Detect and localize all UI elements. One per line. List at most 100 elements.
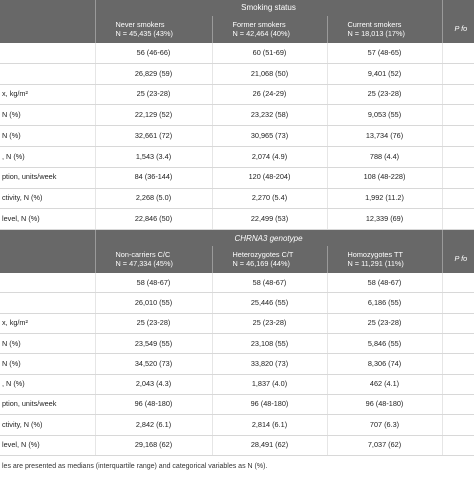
table-cell: 29,168 (62): [95, 435, 213, 456]
p-value-cell: [442, 188, 474, 210]
table-cell: 1,543 (3.4): [95, 146, 213, 168]
table-row: ption, units/week 84 (36-144) 120 (48-204)…: [0, 167, 474, 189]
table-cell: 26 (24-29): [212, 84, 328, 106]
p-value-cell: [442, 353, 474, 375]
table-cell: 96 (48-180): [212, 394, 328, 416]
table-cell: 1,837 (4.0): [212, 374, 328, 395]
table-cell: 2,842 (6.1): [95, 414, 213, 436]
table-cell: 120 (48-204): [212, 167, 328, 189]
table-cell: 462 (4.1): [327, 374, 443, 395]
table-cell: 22,499 (53): [212, 208, 328, 231]
table-cell: 788 (4.4): [327, 146, 443, 168]
p-value-cell: [442, 125, 474, 147]
table-row: N (%) 34,520 (73) 33,820 (73) 8,306 (74): [0, 353, 474, 375]
table-cell: 2,074 (4.9): [212, 146, 328, 168]
row-label: [0, 63, 96, 85]
table-cell: 7,037 (62): [327, 435, 443, 456]
table-cell: 30,965 (73): [212, 125, 328, 147]
table-cell: 58 (48-67): [212, 273, 328, 294]
p-value-cell: [442, 63, 474, 85]
table-cell: 13,734 (76): [327, 125, 443, 147]
table-cell: 707 (6.3): [327, 414, 443, 436]
table-row: level, N (%) 22,846 (50) 22,499 (53) 12,339…: [0, 208, 474, 231]
table-row: ption, units/week 96 (48-180) 96 (48-180) 9…: [0, 394, 474, 416]
table-cell: 57 (48-65): [327, 43, 443, 64]
table-cell: 25,446 (55): [212, 292, 328, 314]
table-cell: 23,108 (55): [212, 333, 328, 355]
row-label: x, kg/m²: [0, 313, 96, 335]
table-cell: 96 (48-180): [95, 394, 213, 416]
table-cell: 34,520 (73): [95, 353, 213, 375]
column-header-p-for: P fo: [442, 246, 474, 274]
table-row: N (%) 22,129 (52) 23,232 (58) 9,053 (55): [0, 104, 474, 127]
table-cell: 25 (23-28): [95, 84, 213, 106]
table-row: , N (%) 2,043 (4.3) 1,837 (4.0) 462 (4.1): [0, 374, 474, 395]
column-header-never-smokers: Never smokers N = 45,435 (43%): [95, 16, 213, 43]
row-label: N (%): [0, 353, 96, 375]
table-row: 56 (46-66) 60 (51-69) 57 (48-65): [0, 43, 474, 64]
p-value-cell: [442, 394, 474, 416]
p-value-cell: [442, 167, 474, 189]
table-cell: 1,992 (11.2): [327, 188, 443, 210]
table-cell: 26,829 (59): [95, 63, 213, 85]
table-cell: 22,846 (50): [95, 208, 213, 231]
table-cell: 8,306 (74): [327, 353, 443, 375]
table-row: 26,829 (59) 21,068 (50) 9,401 (52): [0, 63, 474, 85]
p-value-cell: [442, 292, 474, 314]
table-cell: 23,232 (58): [212, 104, 328, 127]
table-cell: 2,270 (5.4): [212, 188, 328, 210]
table-cell: 60 (51-69): [212, 43, 328, 64]
table-cell: 28,491 (62): [212, 435, 328, 456]
p-value-cell: [442, 374, 474, 395]
p-value-cell: [442, 414, 474, 436]
row-label: level, N (%): [0, 435, 96, 456]
table-row: N (%) 23,549 (55) 23,108 (55) 5,846 (55): [0, 333, 474, 355]
p-value-cell: [442, 313, 474, 335]
column-header-heterozygotes: Heterozygotes C/T N = 46,169 (44%): [212, 246, 328, 274]
table-row: x, kg/m² 25 (23-28) 25 (23-28) 25 (23-28): [0, 313, 474, 335]
row-label: [0, 43, 96, 64]
row-label: ption, units/week: [0, 394, 96, 416]
row-label: ctivity, N (%): [0, 188, 96, 210]
table-row: N (%) 32,661 (72) 30,965 (73) 13,734 (76): [0, 125, 474, 147]
table-row: level, N (%) 29,168 (62) 28,491 (62) 7,037 …: [0, 435, 474, 456]
table-cell: 32,661 (72): [95, 125, 213, 147]
p-value-cell: [442, 435, 474, 456]
row-label: ption, units/week: [0, 167, 96, 189]
p-value-cell: [442, 146, 474, 168]
row-label: ctivity, N (%): [0, 414, 96, 436]
row-label: N (%): [0, 125, 96, 147]
table-cell: 9,053 (55): [327, 104, 443, 127]
table-cell: 5,846 (55): [327, 333, 443, 355]
table-cell: 84 (36-144): [95, 167, 213, 189]
row-label: N (%): [0, 333, 96, 355]
table-row: 26,010 (55) 25,446 (55) 6,186 (55): [0, 292, 474, 314]
table-cell: 56 (46-66): [95, 43, 213, 64]
p-value-cell: [442, 273, 474, 294]
row-label: [0, 273, 96, 294]
row-label: x, kg/m²: [0, 84, 96, 106]
table-cell: 33,820 (73): [212, 353, 328, 375]
column-header-p-for: P fo: [442, 16, 474, 43]
section2-column-header-row: Non-carriers C/C N = 47,334 (45%) Heterozy…: [0, 246, 474, 274]
row-label: [0, 292, 96, 314]
section-title-chrna3-genotype: CHRNA3 genotype: [95, 229, 443, 247]
table-cell: 96 (48-180): [327, 394, 443, 416]
column-header-non-carriers: Non-carriers C/C N = 47,334 (45%): [95, 246, 213, 274]
table-row: ctivity, N (%) 2,268 (5.0) 2,270 (5.4) 1,99…: [0, 188, 474, 210]
section2-title-row: CHRNA3 genotype: [0, 229, 474, 247]
table-cell: 23,549 (55): [95, 333, 213, 355]
table-cell: 2,814 (6.1): [212, 414, 328, 436]
section-title-smoking-status: Smoking status: [95, 0, 443, 16]
section1-column-header-row: Never smokers N = 45,435 (43%) Former sm…: [0, 16, 474, 43]
table-cell: 12,339 (69): [327, 208, 443, 231]
row-label: N (%): [0, 104, 96, 127]
p-value-cell: [442, 333, 474, 355]
row-label: , N (%): [0, 374, 96, 395]
table-row: 58 (48-67) 58 (48-67) 58 (48-67): [0, 273, 474, 294]
footnote-row: les are presented as medians (interquart…: [0, 455, 474, 478]
table-cell: 22,129 (52): [95, 104, 213, 127]
table-cell: 25 (23-28): [95, 313, 213, 335]
table-cell: 9,401 (52): [327, 63, 443, 85]
table-row: x, kg/m² 25 (23-28) 26 (24-29) 25 (23-28): [0, 84, 474, 106]
